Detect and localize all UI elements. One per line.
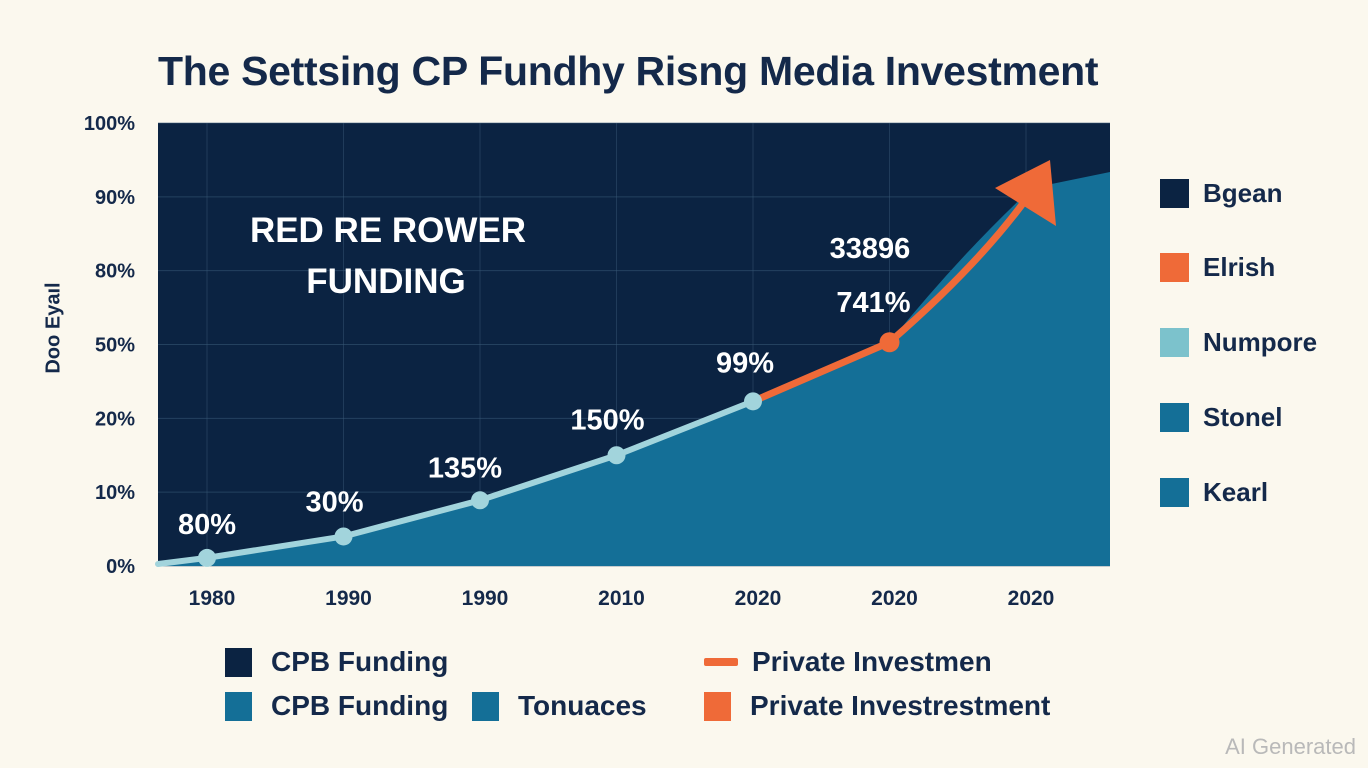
y-tick-label: 90% bbox=[95, 187, 135, 209]
legend-label: Numpore bbox=[1203, 326, 1318, 357]
legend-bottom-item: CPB Funding bbox=[225, 646, 448, 678]
legend-right-item: Bgean bbox=[1160, 178, 1282, 208]
x-tick-label: 2020 bbox=[1008, 587, 1055, 610]
x-axis-ticks: 1980 1990 1990 2010 2020 2020 2020 bbox=[189, 587, 1055, 610]
legend-swatch bbox=[225, 647, 252, 677]
y-axis-ticks: 0% 10% 20% 50% 80% 90% 100% bbox=[84, 113, 135, 578]
legend-label: Private Investrestment bbox=[750, 690, 1051, 721]
legend-swatch bbox=[225, 691, 252, 721]
data-point bbox=[744, 392, 762, 411]
legend-right-item: Stonel bbox=[1160, 402, 1282, 432]
legend-swatch bbox=[704, 691, 731, 721]
data-label: 741% bbox=[836, 287, 910, 319]
legend-swatch bbox=[1160, 178, 1189, 208]
data-label: 99% bbox=[716, 347, 774, 379]
legend-right-item: Elrish bbox=[1160, 252, 1275, 282]
legend-bottom-item: Private Investmen bbox=[704, 646, 992, 678]
data-point bbox=[471, 491, 489, 510]
series-line-private-investment bbox=[749, 198, 1028, 405]
x-tick-label: 2020 bbox=[735, 587, 782, 610]
annotations: RED RE ROWER FUNDING 33896 bbox=[250, 211, 910, 301]
legend-swatch bbox=[1160, 327, 1189, 357]
legend-swatch bbox=[1160, 252, 1189, 282]
data-point bbox=[879, 332, 900, 353]
trend-arrowhead bbox=[995, 160, 1056, 226]
data-point bbox=[198, 548, 216, 567]
data-label: 150% bbox=[570, 404, 644, 436]
data-point bbox=[607, 446, 626, 465]
x-tick-label: 2020 bbox=[871, 587, 918, 610]
legend-label: Private Investmen bbox=[752, 646, 992, 677]
legend-right-item: Kearl bbox=[1160, 477, 1268, 507]
area-fill bbox=[158, 172, 1110, 566]
data-label: 30% bbox=[305, 486, 363, 518]
chart-title: The Settsing CP Fundhy Risng Media Inves… bbox=[158, 48, 1099, 94]
legend-bottom-item: Private Investrestment bbox=[704, 690, 1050, 722]
data-point bbox=[334, 527, 353, 546]
legend-bottom-item: CPB Funding bbox=[225, 690, 448, 722]
data-label: 80% bbox=[178, 509, 236, 541]
data-label: 135% bbox=[428, 452, 502, 484]
y-tick-label: 50% bbox=[95, 335, 135, 357]
legend-swatch bbox=[472, 691, 499, 721]
legend-label: Stonel bbox=[1203, 401, 1283, 432]
legend-label: CPB Funding bbox=[271, 690, 449, 721]
annotation-text: 33896 bbox=[830, 233, 911, 265]
legend-line-swatch bbox=[704, 658, 738, 666]
legend-swatch bbox=[1160, 477, 1189, 507]
annotation-text: RED RE ROWER bbox=[250, 211, 526, 250]
y-tick-label: 0% bbox=[106, 556, 135, 578]
x-tick-label: 1990 bbox=[325, 587, 372, 610]
data-points bbox=[198, 332, 900, 567]
y-tick-label: 20% bbox=[95, 408, 135, 430]
watermark: AI Generated bbox=[1225, 734, 1356, 759]
legend-label: CPB Funding bbox=[271, 646, 449, 677]
legend-label: Tonuaces bbox=[518, 690, 647, 721]
annotation-text: FUNDING bbox=[306, 262, 465, 301]
y-tick-label: 100% bbox=[84, 113, 135, 135]
legend-bottom-item: Tonuaces bbox=[472, 690, 647, 722]
y-tick-label: 80% bbox=[95, 261, 135, 283]
legend-label: Elrish bbox=[1203, 251, 1276, 282]
legend-label: Kearl bbox=[1203, 476, 1269, 507]
legend-swatch bbox=[1160, 402, 1189, 432]
legend-right-item: Numpore bbox=[1160, 327, 1317, 357]
legend-label: Bgean bbox=[1203, 177, 1283, 208]
x-tick-label: 2010 bbox=[598, 587, 645, 610]
x-tick-label: 1990 bbox=[462, 587, 509, 610]
x-tick-label: 1980 bbox=[189, 587, 236, 610]
y-tick-label: 10% bbox=[95, 482, 135, 504]
data-labels: 80% 30% 135% 150% 99% 741% bbox=[178, 287, 911, 541]
